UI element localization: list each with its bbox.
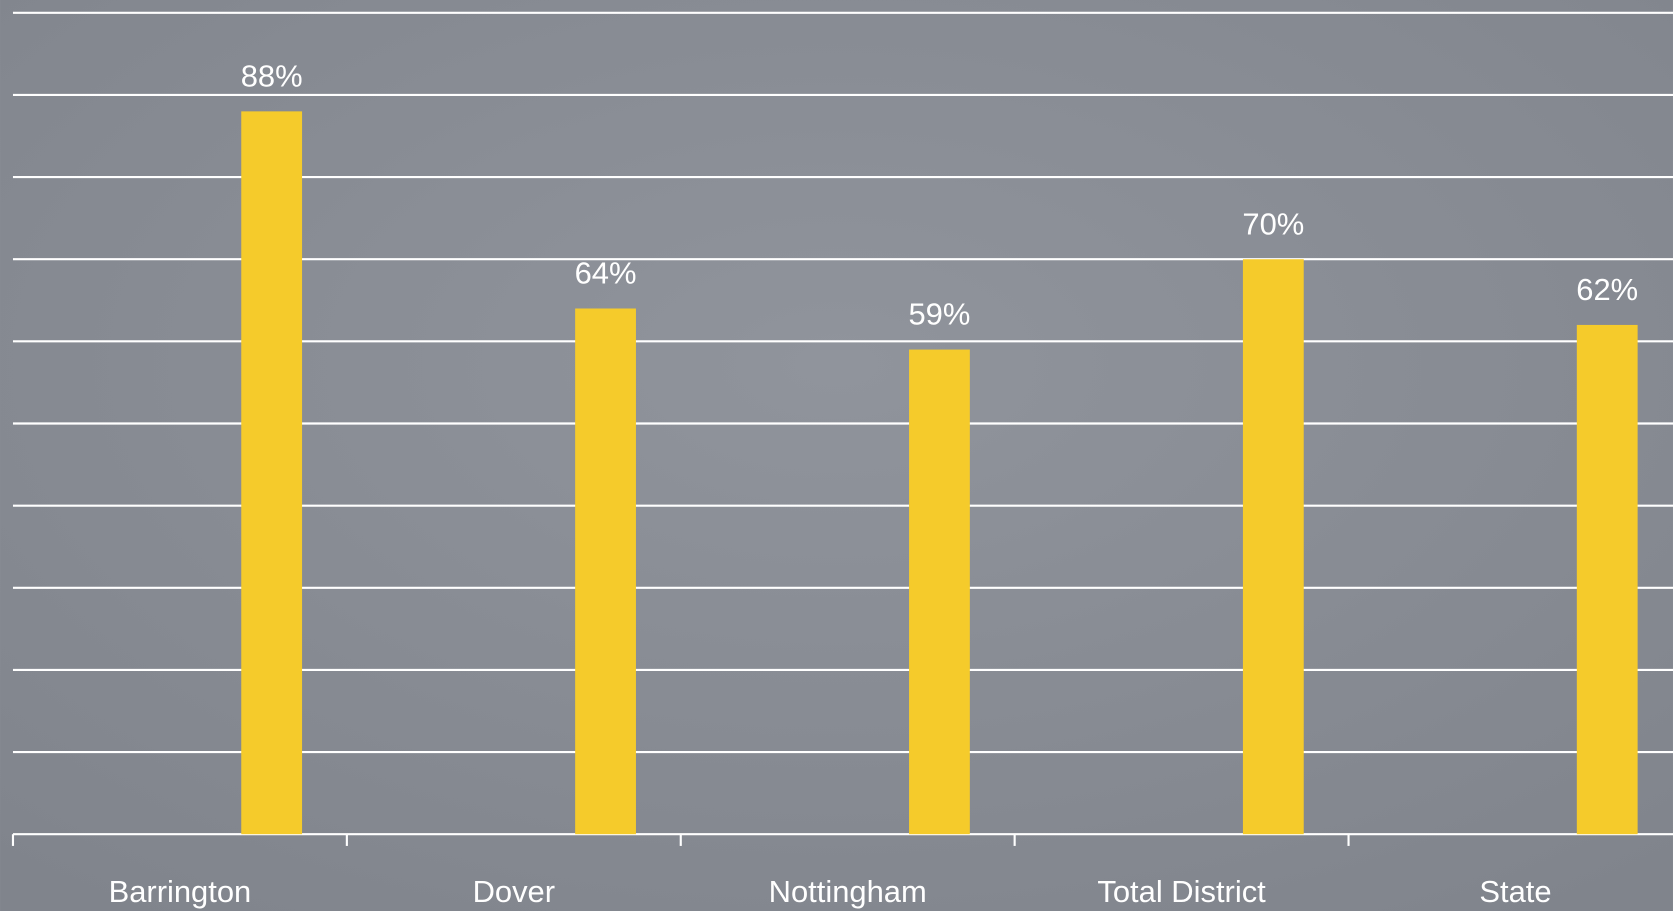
bar [1242,259,1304,835]
x-tick-label: Dover [473,874,555,909]
x-tick-label: Barrington [109,874,252,909]
bar [1576,324,1638,835]
x-tick-label: State [1479,874,1551,909]
data-label: 70% [1242,206,1304,241]
data-label: 62% [1576,272,1638,307]
bar [575,308,636,835]
x-tick-label: Nottingham [769,874,927,909]
x-tick-label: Total District [1097,874,1266,909]
data-label: 64% [575,256,637,291]
bar [909,349,970,835]
bar [241,111,303,835]
data-label: 59% [908,297,970,332]
data-label: 88% [241,58,303,93]
